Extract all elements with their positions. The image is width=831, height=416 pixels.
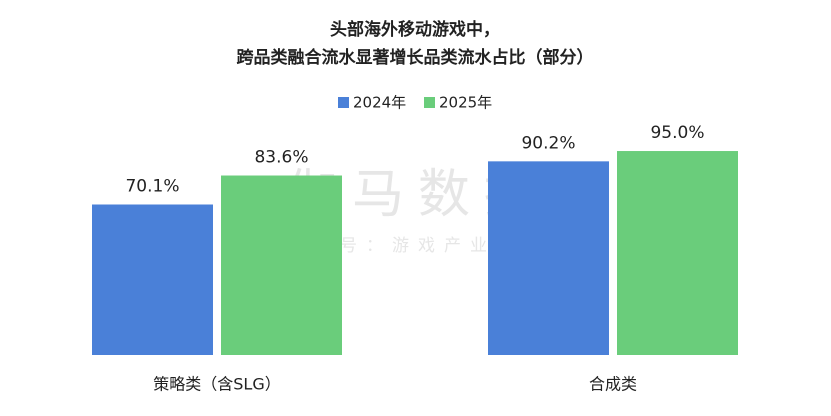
data-label: 95.0%: [650, 123, 704, 143]
data-label: 70.1%: [125, 176, 179, 196]
legend-label: 2024年: [353, 94, 406, 112]
watermark: 微信号：游戏产业报告: [288, 236, 548, 256]
chart-title: 头部海外移动游戏中，: [330, 19, 500, 40]
bar: [617, 151, 738, 355]
bar: [92, 204, 213, 355]
legend-swatch: [338, 97, 349, 108]
legend-label: 2025年: [439, 94, 492, 112]
x-tick-label: 策略类（含SLG）: [153, 375, 280, 394]
data-label: 83.6%: [254, 148, 308, 168]
bar: [488, 161, 609, 355]
chart-title: 跨品类融合流水显著增长品类流水占比（部分）: [237, 47, 594, 68]
legend-swatch: [424, 97, 435, 108]
x-tick-label: 合成类: [589, 375, 637, 394]
data-label: 90.2%: [521, 133, 575, 153]
bar: [221, 175, 342, 355]
